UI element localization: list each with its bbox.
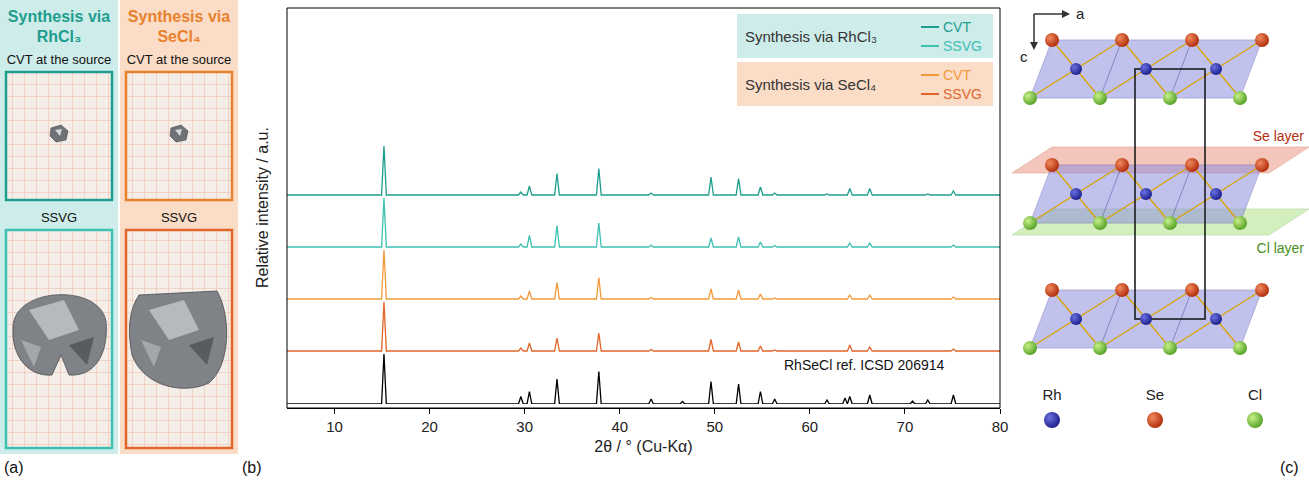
svg-text:10: 10 [326, 418, 343, 435]
svg-text:20: 20 [421, 418, 438, 435]
html-text:SSVG: SSVG [943, 85, 982, 102]
svg-text:CVT at the source: CVT at the source [7, 52, 112, 67]
svg-text:Synthesis via: Synthesis via [8, 8, 110, 25]
svg-text:RhSeCl ref. ICSD 206914: RhSeCl ref. ICSD 206914 [784, 357, 945, 373]
svg-text:Cl: Cl [1248, 386, 1262, 403]
html-text:Synthesis via SeCl₄: Synthesis via SeCl₄ [745, 75, 877, 93]
svg-text:2θ / ° (Cu-Kα): 2θ / ° (Cu-Kα) [594, 438, 692, 455]
svg-text:Se layer: Se layer [1253, 128, 1305, 144]
svg-text:60: 60 [802, 418, 819, 435]
html-text:(a): (a) [4, 459, 24, 476]
svg-text:40: 40 [611, 418, 628, 435]
svg-text:Rh: Rh [1042, 386, 1061, 403]
html-text:(c): (c) [1280, 459, 1299, 476]
svg-text:a: a [1076, 5, 1085, 22]
svg-text:30: 30 [516, 418, 533, 435]
html-text:Synthesis via RhCl₃: Synthesis via RhCl₃ [745, 27, 877, 45]
svg-text:c: c [1020, 48, 1028, 65]
html-text:CVT: CVT [943, 18, 971, 35]
svg-text:Relative intensity / a.u.: Relative intensity / a.u. [254, 127, 271, 288]
svg-text:80: 80 [992, 418, 1009, 435]
html-text:CVT: CVT [943, 66, 971, 83]
svg-text:Cl layer: Cl layer [1257, 240, 1305, 256]
svg-text:CVT at the source: CVT at the source [127, 52, 232, 67]
svg-text:SSVG: SSVG [161, 210, 197, 225]
svg-text:70: 70 [897, 418, 914, 435]
svg-text:Se: Se [1146, 386, 1164, 403]
svg-text:SSVG: SSVG [41, 210, 77, 225]
svg-text:SeCl₄: SeCl₄ [157, 28, 200, 45]
html-text:SSVG: SSVG [943, 37, 982, 54]
svg-text:RhCl₃: RhCl₃ [37, 28, 82, 45]
html-text:(b): (b) [242, 459, 262, 476]
svg-text:Synthesis via: Synthesis via [128, 8, 230, 25]
svg-text:50: 50 [706, 418, 723, 435]
